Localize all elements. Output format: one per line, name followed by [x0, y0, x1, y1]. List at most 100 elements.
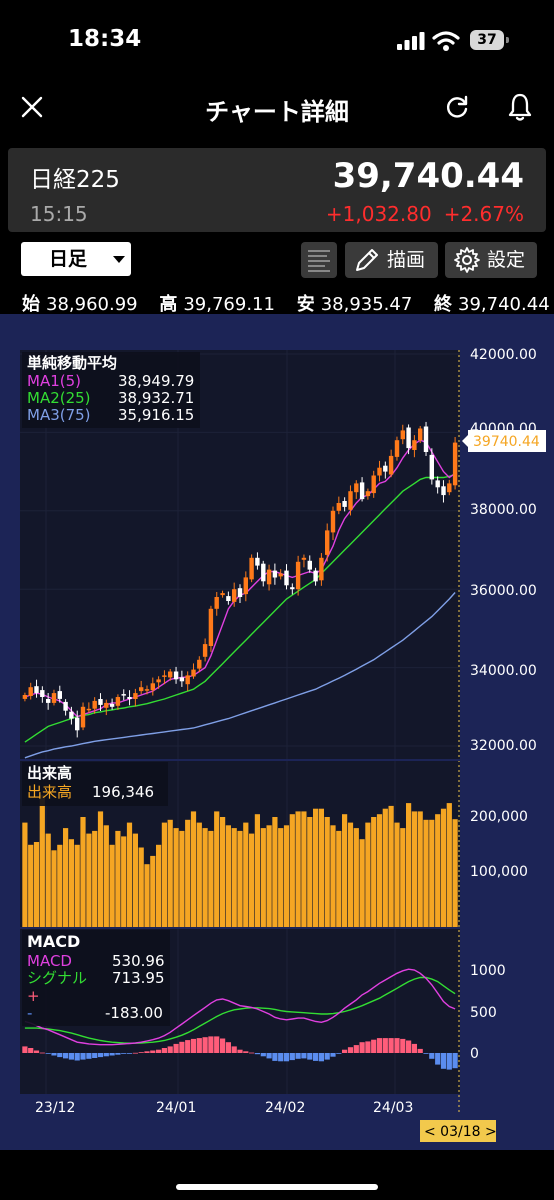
- candle-body: [237, 588, 243, 597]
- volume-bar: [266, 825, 272, 928]
- macd-hist-bar: [179, 1041, 185, 1053]
- macd-hist-bar: [39, 1052, 45, 1054]
- bell-icon[interactable]: [507, 92, 533, 122]
- hist-value: -183.00: [105, 1004, 163, 1022]
- macd-legend-bg: [22, 930, 170, 1026]
- candle-body: [295, 561, 301, 590]
- candle-body: [115, 697, 121, 706]
- low-value: 38,935.47: [320, 294, 413, 315]
- volume-bar: [74, 844, 80, 929]
- refresh-icon[interactable]: [444, 94, 470, 120]
- volume-bar: [179, 830, 185, 928]
- volume-bar: [283, 825, 290, 928]
- volume-bar: [313, 808, 319, 928]
- ma-legend-bg: [22, 352, 200, 428]
- volume-tick-200000: 200,000: [470, 809, 528, 825]
- x-tick-2402: 24/02: [265, 1100, 305, 1116]
- candle-body: [261, 563, 266, 582]
- macd-hist-bar: [156, 1049, 162, 1053]
- volume-bar: [249, 833, 255, 928]
- macd-hist-bar: [202, 1037, 208, 1053]
- macd-hist-bar: [103, 1053, 109, 1057]
- candle-body: [162, 675, 167, 677]
- volume-bar: [22, 822, 28, 928]
- period-dropdown[interactable]: 日足: [21, 242, 131, 276]
- macd-hist-bar: [161, 1048, 167, 1053]
- macd-hist-bar: [214, 1036, 220, 1053]
- volume-bar: [435, 814, 441, 928]
- candle-body: [342, 501, 347, 507]
- volume-bar: [97, 811, 104, 928]
- macd-title: MACD: [27, 932, 80, 951]
- ma1-value: 38,949.79: [118, 372, 194, 390]
- chart-area[interactable]: 単純移動平均 MA1(5) 38,949.79 MA2(25) 38,932.7…: [0, 314, 554, 1150]
- volume-bar: [167, 819, 173, 928]
- candle-body: [319, 557, 324, 581]
- macd-hist-bar: [237, 1049, 243, 1053]
- candle-body: [168, 671, 173, 678]
- cursor-date-label[interactable]: < 03/18 >: [424, 1124, 497, 1140]
- macd-hist-bar: [109, 1053, 115, 1056]
- macd-hist-bar: [126, 1053, 133, 1054]
- candle-body: [40, 690, 45, 697]
- macd-hist-bar: [225, 1042, 231, 1053]
- page-title: チャート詳細: [205, 98, 349, 126]
- draw-button[interactable]: 描画: [345, 242, 438, 278]
- indicator-list-button[interactable]: [301, 242, 337, 278]
- volume-bar: [92, 830, 98, 928]
- macd-hist-bar: [324, 1053, 330, 1060]
- macd-hist-bar: [336, 1053, 342, 1054]
- settings-button[interactable]: 設定: [445, 242, 537, 278]
- macd-label: MACD: [27, 952, 72, 970]
- candle-body: [359, 482, 365, 500]
- candle-body: [28, 687, 33, 696]
- chart-canvas[interactable]: 単純移動平均 MA1(5) 38,949.79 MA2(25) 38,932.7…: [0, 314, 554, 1150]
- volume-bar: [39, 794, 45, 928]
- candle-body: [63, 701, 68, 711]
- high-value: 39,769.11: [183, 294, 275, 315]
- candle-body: [202, 644, 208, 657]
- volume-bar: [138, 847, 144, 928]
- macd-tick-1000: 1000: [470, 963, 506, 979]
- candle-body: [388, 455, 394, 475]
- macd-hist-bar: [318, 1053, 324, 1062]
- volume-bar: [260, 828, 266, 928]
- candle-body: [394, 440, 400, 457]
- volume-bar: [307, 817, 313, 928]
- volume-bar: [225, 825, 231, 928]
- ma1-label: MA1(5): [27, 372, 81, 390]
- candle-body: [197, 659, 202, 669]
- macd-tick-0: 0: [470, 1046, 479, 1062]
- pencil-icon: [356, 249, 378, 271]
- macd-hist-bar: [80, 1053, 86, 1060]
- macd-hist-bar: [92, 1053, 98, 1058]
- macd-hist-bar: [388, 1038, 394, 1053]
- candle-body: [301, 557, 307, 560]
- candle-body: [92, 700, 97, 709]
- volume-bar: [411, 811, 417, 928]
- macd-hist-bar: [33, 1050, 40, 1053]
- grid-lines: [20, 350, 460, 1094]
- x-tick-2312: 23/12: [35, 1100, 75, 1116]
- macd-hist-bar: [435, 1053, 441, 1065]
- bottom-safe-area: [0, 1150, 554, 1200]
- signal-line: [24, 976, 456, 1044]
- volume-bars-group: [22, 794, 458, 929]
- price-tick-32000: 32000.00: [470, 738, 537, 754]
- volume-bar: [156, 844, 162, 929]
- macd-hist-bar: [115, 1053, 121, 1055]
- volume-bar: [388, 805, 394, 928]
- volume-bar: [301, 811, 307, 928]
- volume-bar: [63, 828, 69, 928]
- macd-hist-bar: [342, 1049, 348, 1053]
- cursor-date-bg[interactable]: [420, 1120, 496, 1142]
- candle-body: [412, 440, 417, 450]
- volume-bar: [446, 803, 452, 928]
- volume-bar: [359, 839, 365, 928]
- macd-value: 530.96: [112, 952, 165, 970]
- close-icon[interactable]: [20, 95, 44, 119]
- macd-hist-bar: [406, 1040, 412, 1053]
- candle-body: [109, 703, 115, 707]
- volume-bar: [86, 833, 92, 928]
- macd-hist-bar: [138, 1052, 144, 1053]
